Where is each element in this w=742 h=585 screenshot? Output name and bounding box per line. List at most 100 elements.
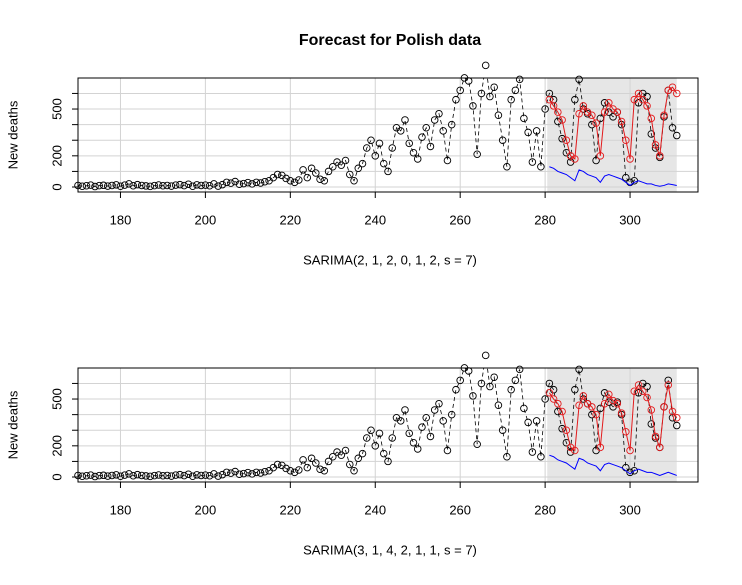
data-point	[575, 401, 583, 410]
data-point	[167, 472, 176, 480]
data-point	[579, 102, 588, 110]
data-point	[205, 182, 214, 190]
data-point	[91, 182, 99, 191]
data-point	[507, 385, 515, 394]
data-point	[290, 178, 299, 187]
data-point	[426, 142, 435, 151]
data-point	[375, 139, 384, 148]
data-point	[299, 166, 307, 174]
data-point	[634, 381, 643, 389]
data-point	[303, 463, 312, 472]
data-point	[418, 133, 426, 141]
data-point	[401, 116, 409, 124]
data-point	[231, 177, 239, 186]
data-point	[643, 102, 651, 110]
data-point	[643, 382, 651, 391]
data-point	[605, 390, 613, 399]
data-point	[227, 469, 235, 477]
data-point	[660, 403, 668, 411]
data-point	[537, 162, 545, 171]
data-point	[490, 83, 498, 91]
data-point	[320, 467, 329, 475]
data-point	[613, 108, 622, 116]
data-point	[282, 464, 290, 473]
data-point	[566, 448, 575, 456]
data-point	[363, 434, 371, 442]
data-point	[554, 399, 562, 408]
data-point	[558, 134, 566, 143]
data-point	[481, 351, 490, 360]
y-tick-label: 200	[49, 435, 64, 457]
plot-frame	[77, 77, 699, 193]
data-point	[159, 472, 167, 480]
data-point	[171, 181, 180, 189]
data-point	[405, 429, 413, 438]
data-point	[252, 468, 261, 477]
data-point	[562, 426, 571, 434]
data-point	[600, 399, 609, 408]
forecast-region	[547, 78, 677, 192]
data-point	[656, 152, 664, 160]
data-point	[541, 105, 549, 113]
x-tick-label: 180	[110, 502, 132, 517]
data-point	[235, 470, 244, 478]
data-point	[159, 182, 167, 190]
data-point	[549, 102, 558, 110]
data-point	[150, 471, 159, 480]
data-point	[630, 387, 639, 395]
data-point	[125, 180, 133, 188]
data-point	[86, 471, 95, 479]
data-point	[520, 114, 528, 123]
data-point	[600, 389, 609, 397]
data-point	[371, 442, 380, 450]
data-point	[486, 92, 494, 101]
data-point	[660, 111, 668, 120]
data-point	[481, 61, 490, 70]
data-point	[214, 182, 222, 190]
data-point	[545, 389, 554, 397]
data-point	[668, 123, 677, 132]
y-tick-label: 500	[49, 388, 64, 410]
data-point	[324, 167, 333, 176]
series-line	[78, 78, 678, 187]
data-point	[154, 471, 163, 479]
forecast-region	[547, 368, 677, 482]
data-point	[290, 468, 299, 477]
data-point	[82, 472, 91, 480]
data-point	[498, 426, 507, 434]
data-point	[197, 471, 205, 480]
data-point	[388, 434, 396, 442]
x-tick-label: 220	[279, 502, 301, 517]
data-point	[554, 117, 562, 126]
data-point	[244, 178, 252, 187]
data-point	[452, 95, 460, 104]
data-point	[337, 451, 346, 459]
data-point	[116, 182, 125, 190]
data-point	[193, 181, 201, 189]
data-point	[273, 170, 282, 179]
data-point	[78, 182, 86, 190]
x-tick-label: 280	[534, 502, 556, 517]
data-point	[286, 177, 295, 185]
data-point	[184, 180, 193, 188]
data-point	[571, 155, 579, 163]
data-point	[528, 158, 537, 166]
data-point	[617, 117, 626, 126]
data-point	[129, 472, 137, 480]
data-point	[469, 392, 477, 400]
data-point	[184, 470, 193, 478]
data-point	[95, 471, 103, 480]
data-point	[571, 95, 579, 104]
data-point	[541, 395, 549, 403]
data-point	[244, 468, 252, 477]
data-point	[558, 424, 566, 433]
data-point	[651, 432, 660, 441]
data-point	[579, 392, 588, 400]
data-point	[639, 95, 647, 104]
data-point	[299, 456, 307, 464]
x-tick-label: 260	[449, 502, 471, 517]
data-point	[418, 423, 426, 431]
data-point	[95, 181, 103, 190]
